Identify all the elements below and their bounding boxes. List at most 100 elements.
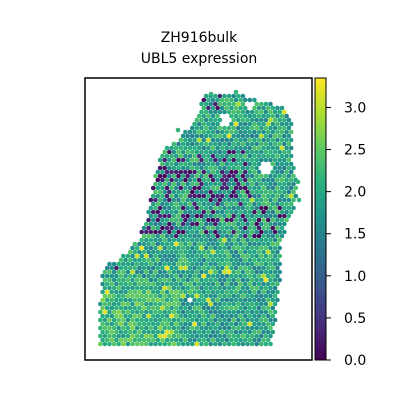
spot-point	[213, 189, 218, 195]
spot-point	[162, 237, 167, 243]
spot-point	[219, 193, 225, 199]
spot-point	[150, 193, 156, 199]
spot-point	[229, 97, 234, 103]
spot-point	[284, 121, 289, 127]
spot-point	[201, 209, 207, 215]
spot-point	[157, 237, 163, 243]
spot-point	[238, 145, 243, 151]
spot-point	[107, 333, 112, 339]
spot-point	[282, 229, 287, 235]
spot-point	[222, 125, 227, 131]
spot-point	[196, 129, 202, 135]
spot-point	[141, 281, 147, 287]
spot-point	[217, 213, 223, 219]
spot-point	[199, 237, 204, 243]
spot-point	[249, 285, 255, 291]
spot-point	[210, 137, 216, 143]
spot-point	[194, 197, 200, 203]
spot-point	[144, 341, 149, 347]
spot-point	[153, 229, 158, 235]
spot-point	[199, 205, 204, 211]
spot-point	[288, 169, 294, 175]
spot-point	[277, 269, 283, 275]
spot-point	[183, 185, 188, 191]
spot-point	[293, 193, 299, 199]
spot-point	[265, 329, 271, 335]
spot-point	[240, 149, 246, 155]
spot-point	[256, 217, 262, 223]
spot-point	[203, 93, 209, 99]
spot-point	[183, 225, 188, 231]
spot-point	[226, 221, 232, 227]
spot-point	[272, 205, 278, 211]
spot-point	[268, 285, 273, 291]
spot-point	[173, 145, 179, 151]
spot-point	[169, 185, 174, 191]
spot-point	[226, 333, 232, 339]
spot-point	[190, 333, 195, 339]
spot-point	[203, 229, 209, 235]
spot-point	[148, 301, 154, 307]
spot-point	[173, 241, 179, 247]
spot-point	[233, 89, 239, 95]
spot-point	[178, 305, 184, 311]
spot-point	[114, 321, 119, 327]
spot-point	[268, 341, 273, 347]
spot-point	[139, 229, 144, 235]
spot-point	[238, 313, 243, 319]
spot-point	[176, 221, 181, 227]
spot-point	[192, 257, 197, 263]
spot-point	[233, 145, 239, 151]
spot-point	[231, 101, 236, 107]
spot-point	[277, 197, 283, 203]
spot-point	[252, 249, 257, 255]
spot-point	[217, 93, 223, 99]
spot-point	[153, 293, 158, 299]
spot-point	[160, 305, 165, 311]
spot-point	[150, 313, 156, 319]
spot-point	[219, 209, 225, 215]
spot-point	[247, 273, 253, 279]
spot-point	[268, 117, 273, 123]
spot-point	[215, 201, 220, 207]
spot-point	[208, 189, 213, 195]
spot-point	[256, 241, 262, 247]
spot-point	[291, 173, 296, 179]
spot-point	[134, 301, 140, 307]
spot-point	[171, 181, 177, 187]
spot-point	[236, 325, 241, 331]
spot-point	[256, 257, 262, 263]
spot-point	[206, 289, 211, 295]
spot-point	[178, 289, 184, 295]
spot-point	[286, 117, 292, 123]
spot-point	[219, 217, 225, 223]
spot-point	[201, 225, 207, 231]
spot-point	[270, 105, 276, 111]
spot-point	[107, 309, 112, 315]
spot-point	[146, 321, 151, 327]
spot-point	[217, 277, 223, 283]
spot-point	[249, 253, 255, 259]
spot-point	[180, 133, 186, 139]
spot-point	[176, 317, 181, 323]
spot-point	[226, 277, 232, 283]
spot-point	[259, 125, 264, 131]
spot-point	[199, 317, 204, 323]
spot-point	[238, 257, 243, 263]
spot-point	[249, 109, 255, 115]
spot-point	[249, 333, 255, 339]
spot-point	[238, 233, 243, 239]
spot-point	[282, 181, 287, 187]
spot-point	[210, 225, 216, 231]
spot-point	[265, 257, 271, 263]
spot-point	[137, 321, 142, 327]
spot-point	[167, 293, 172, 299]
spot-point	[259, 317, 264, 323]
spot-point	[275, 121, 280, 127]
spot-point	[199, 133, 204, 139]
spot-point	[162, 301, 167, 307]
spot-point	[252, 313, 257, 319]
spot-point	[199, 253, 204, 259]
spot-point	[261, 129, 266, 135]
spot-point	[185, 317, 190, 323]
